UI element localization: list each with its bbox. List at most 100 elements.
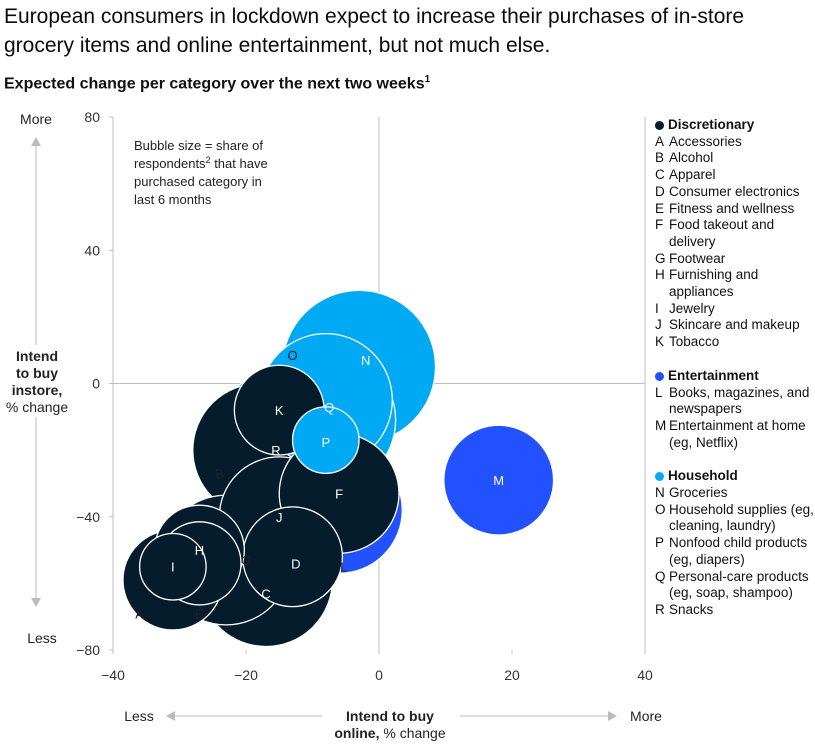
legend-item-letter: R <box>655 601 665 617</box>
x-title-line-2: online, % change <box>334 725 445 741</box>
legend-item-text: Food takeout and delivery <box>669 217 775 249</box>
legend-dot-icon <box>655 371 664 381</box>
legend-item-r: R Snacks <box>655 602 815 619</box>
y-title-line-2: to buy <box>16 365 58 381</box>
y-title-line-3: instore, <box>12 382 63 398</box>
y-axis-guide: More Intend to buy instore, % change Les… <box>6 111 68 646</box>
x-title-line-1: Intend to buy <box>346 708 434 724</box>
legend-group-title: Discretionary <box>655 117 815 134</box>
legend-item-text: Consumer electronics <box>669 183 800 199</box>
legend-group-label: Household <box>668 468 738 484</box>
legend-item-letter: L <box>655 384 663 400</box>
legend-item-text: Nonfood child products (eg, diapers) <box>669 535 808 567</box>
legend-item-letter: B <box>655 150 665 166</box>
legend-item-letter: E <box>655 200 665 216</box>
bubble-layer <box>122 289 555 648</box>
legend-item-b: B Alcohol <box>655 150 815 167</box>
bubble-label-c: C <box>261 586 270 601</box>
legend-group-title: Household <box>655 468 815 485</box>
x-tick-label: 40 <box>637 667 653 683</box>
y-title-line-1: Intend <box>16 348 58 364</box>
bubble-label-p: P <box>321 435 330 450</box>
y-more-label: More <box>20 111 52 127</box>
legend-item-text: Personal-care products (eg, soap, shampo… <box>669 568 809 601</box>
x-less-label: Less <box>124 708 154 724</box>
legend-item-a: A Accessories <box>655 134 815 151</box>
legend-item-text: Books, magazines, and newspapers <box>669 384 810 417</box>
bubble-label-m: M <box>493 473 504 488</box>
legend-item-letter: K <box>655 334 665 350</box>
bubble-label-a: A <box>135 606 144 621</box>
bubble-i <box>138 532 207 601</box>
y-tick-label: 0 <box>92 376 100 392</box>
legend-item-text: Jewelry <box>669 300 715 316</box>
legend-item-letter: N <box>655 485 665 501</box>
subtitle-text: Expected change per category over the ne… <box>4 75 425 93</box>
bubble-label-e: E <box>195 606 204 621</box>
bubble-label-h: H <box>195 543 204 558</box>
x-right-arrow-icon <box>608 711 617 721</box>
legend-group-discretionary: Discretionary A Accessories B Alcohol C Appare… <box>655 117 815 351</box>
legend-item-letter: I <box>655 300 659 316</box>
y-title-bg <box>8 345 68 417</box>
bubble-label-n: N <box>361 353 370 368</box>
legend-item-text: Furnishing and appliances <box>669 267 759 300</box>
legend-item-q: Q Personal-care products (eg, soap, shamp… <box>655 569 815 602</box>
legend-item-letter: M <box>655 417 667 433</box>
legend-item-text: Accessories <box>669 133 742 149</box>
legend-item-h: H Furnishing and appliances <box>655 267 815 300</box>
subtitle-footnote: 1 <box>424 74 431 85</box>
bubble-label-o: O <box>287 348 297 363</box>
x-tick-label: −20 <box>234 667 258 683</box>
x-axis-guide: Less Intend to buy online, % change More <box>124 704 662 744</box>
legend-group-label: Entertainment <box>668 367 759 383</box>
legend-item-letter: F <box>655 217 664 233</box>
bubble-label-layer: A I E H G C D J B K F L M N O Q P R <box>135 348 504 621</box>
legend-item-letter: G <box>655 250 666 266</box>
y-less-label: Less <box>27 630 57 646</box>
legend-dot-icon <box>655 472 664 482</box>
legend-group-label: Discretionary <box>668 117 755 132</box>
legend: Discretionary A Accessories B Alcohol C Appare… <box>655 117 815 636</box>
legend-item-text: Entertainment at home (eg, Netflix) <box>669 417 806 450</box>
legend-item-text: Household supplies (eg, cleaning, laundr… <box>669 501 814 534</box>
size-annotation: Bubble size = share of respondents2 that… <box>134 138 268 207</box>
annotation-line-1: Bubble size = share of <box>134 138 263 153</box>
legend-item-text: Alcohol <box>669 150 714 166</box>
bubble-m <box>443 424 555 536</box>
bubble-label-f: F <box>335 486 343 501</box>
legend-item-text: Footwear <box>669 250 726 266</box>
legend-item-text: Snacks <box>669 601 714 617</box>
legend-item-text: Tobacco <box>669 334 720 350</box>
y-down-arrow-icon <box>31 598 41 607</box>
y-tick-label: 80 <box>84 109 100 125</box>
x-title-bg <box>322 704 460 744</box>
legend-item-letter: C <box>655 167 665 183</box>
y-tick-label: 40 <box>84 242 100 258</box>
legend-item-o: O Household supplies (eg, cleaning, laund… <box>655 502 815 535</box>
legend-item-g: G Footwear <box>655 251 815 268</box>
chart-subtitle: Expected change per category over the ne… <box>4 74 430 93</box>
x-left-arrow-icon <box>166 711 175 721</box>
annotation-line-2: respondents2 that have <box>134 155 268 171</box>
legend-group-household: Household N Groceries O Household supplies (… <box>655 468 815 618</box>
legend-item-text: Apparel <box>669 167 716 183</box>
bubble-label-l: L <box>340 560 347 575</box>
y-title-line-4: % change <box>6 399 68 415</box>
legend-item-text: Groceries <box>669 485 728 501</box>
x-tick-label: 0 <box>375 667 383 683</box>
bubble-label-i: I <box>171 560 175 575</box>
legend-item-n: N Groceries <box>655 485 815 502</box>
legend-item-text: Fitness and wellness <box>669 200 795 216</box>
x-more-label: More <box>630 708 662 724</box>
legend-item-letter: H <box>655 267 665 283</box>
legend-item-letter: O <box>655 501 666 517</box>
annotation-line-4: last 6 months <box>134 192 212 207</box>
bubble-label-j: J <box>276 510 283 525</box>
legend-item-i: I Jewelry <box>655 301 815 318</box>
legend-item-letter: Q <box>655 568 666 584</box>
legend-item-text: Skincare and makeup <box>669 317 800 333</box>
legend-item-p: P Nonfood child products (eg, diapers) <box>655 535 815 568</box>
